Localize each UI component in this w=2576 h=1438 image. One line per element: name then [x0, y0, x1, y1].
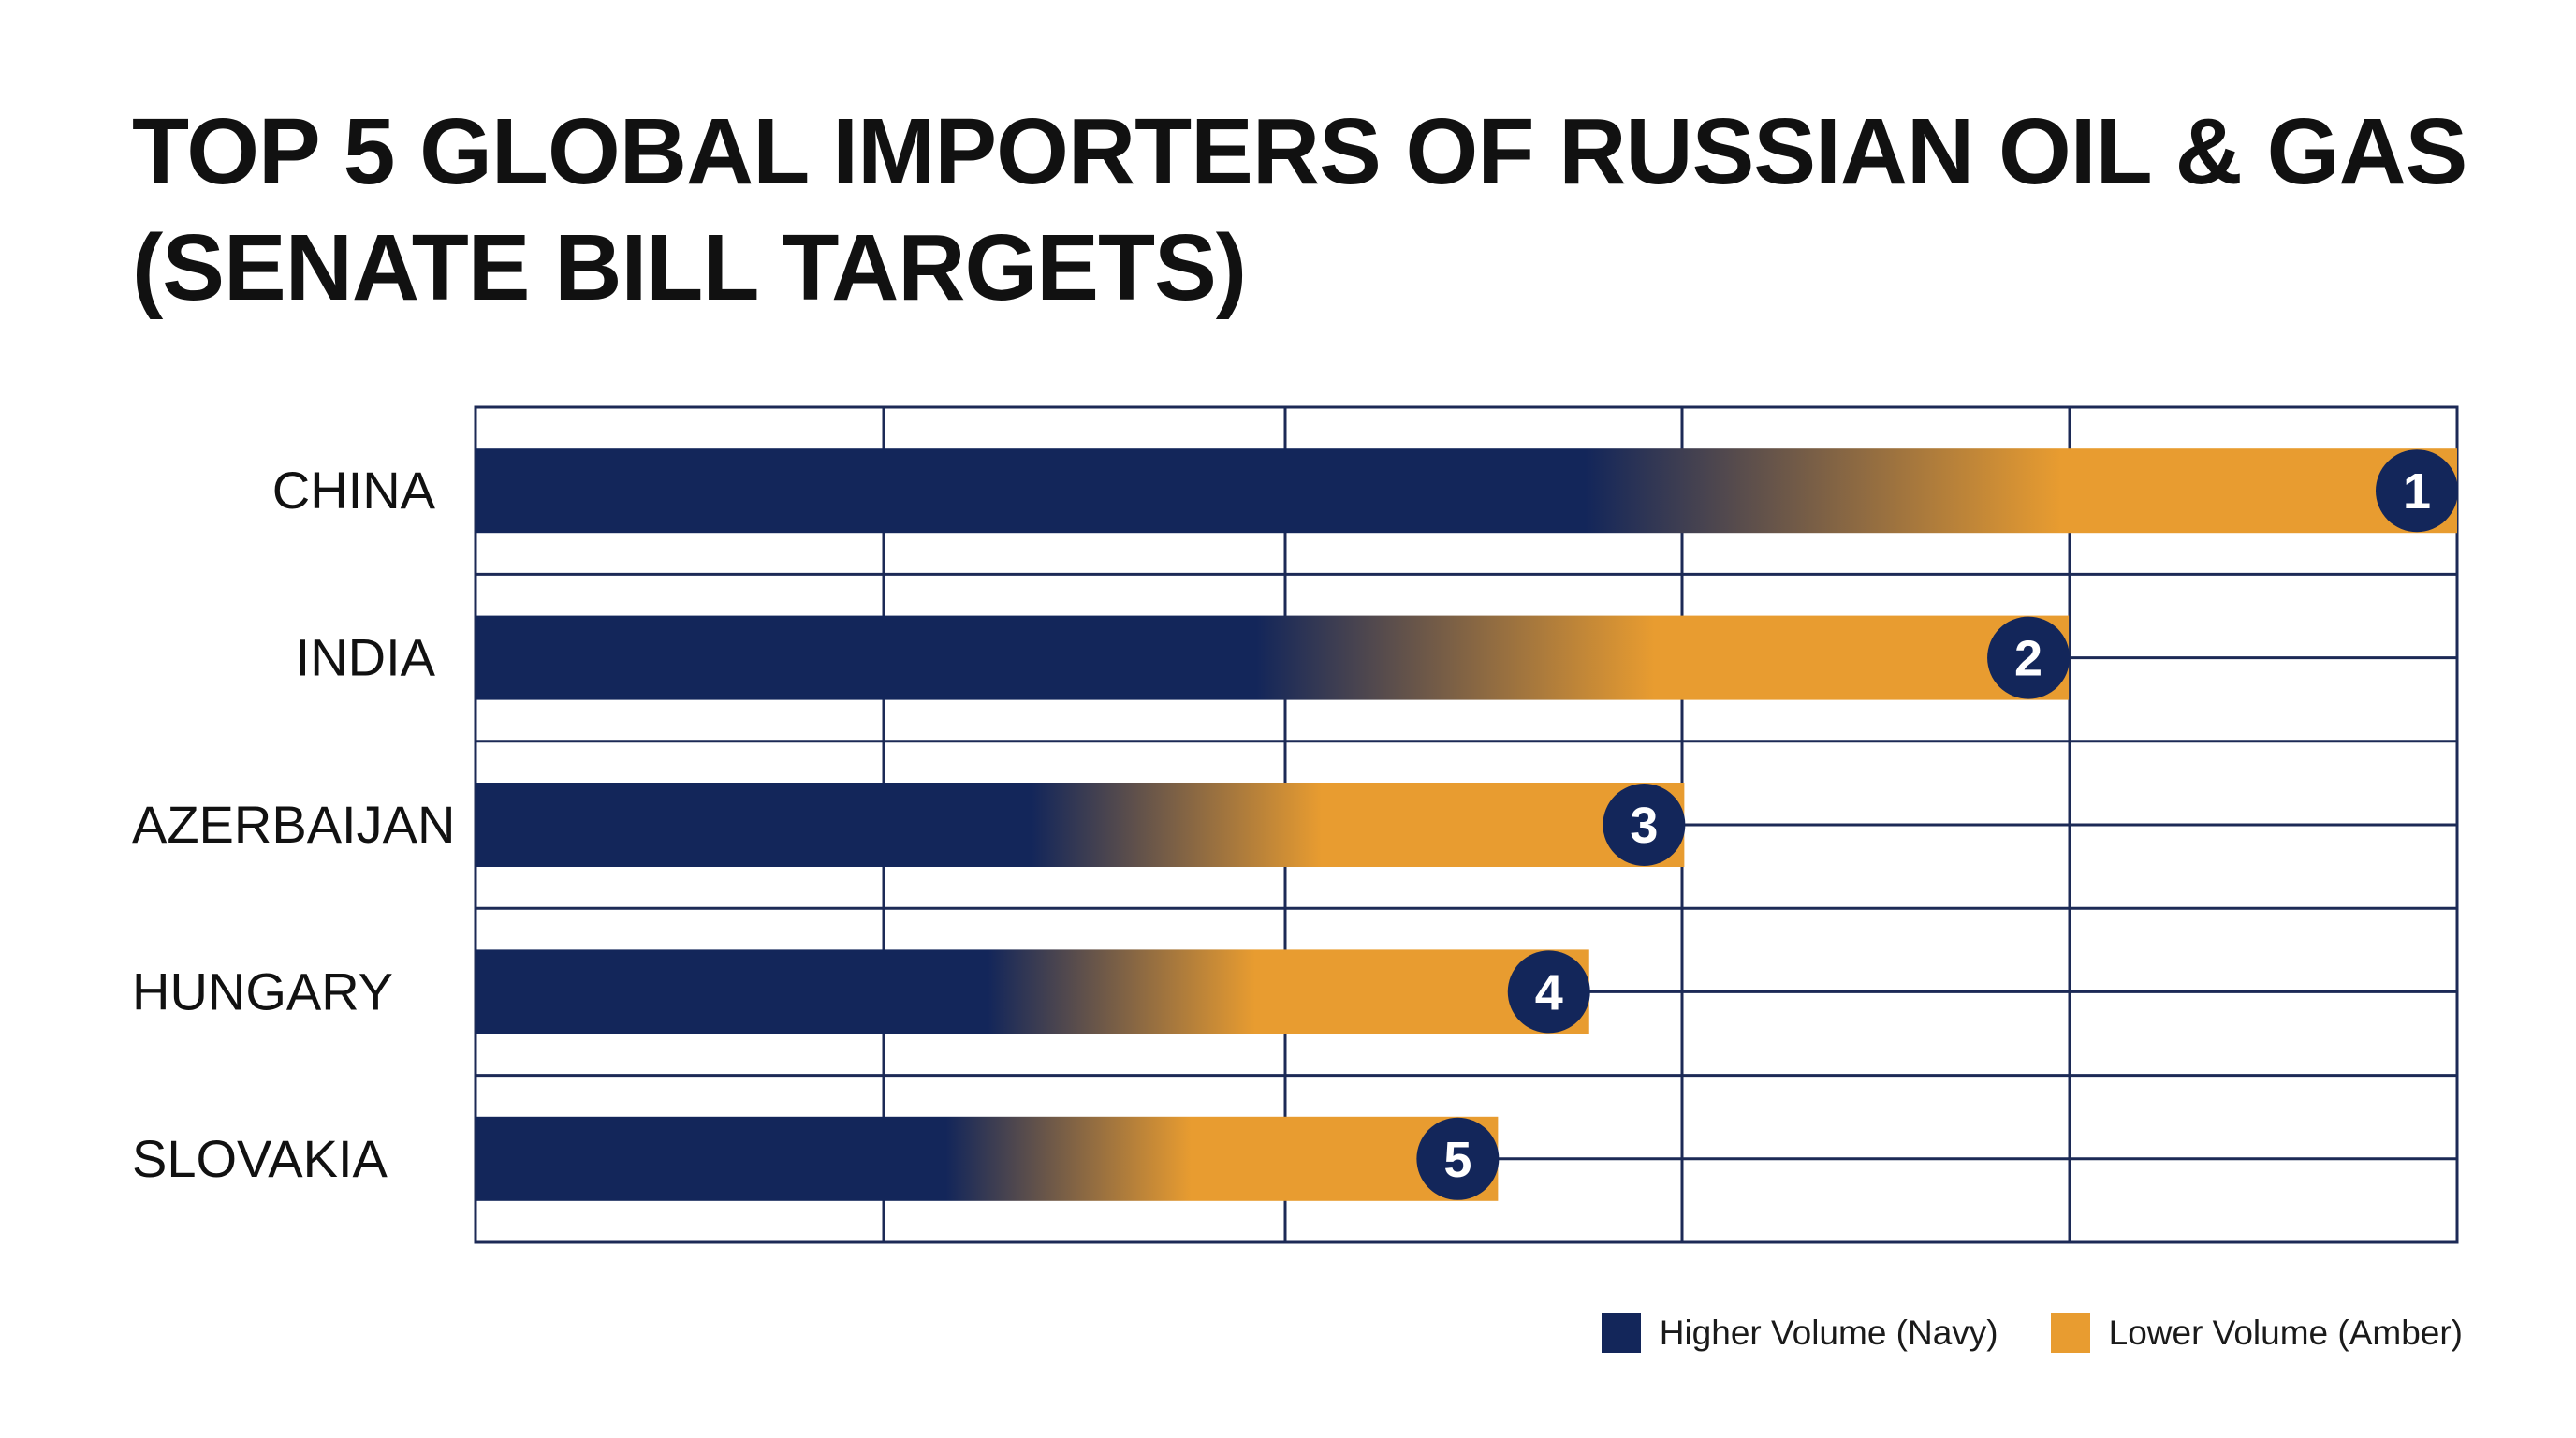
category-labels: CHINA INDIA AZERBAIJAN HUNGARY SLOVAKIA [132, 461, 455, 1188]
rank-badge-india [1987, 616, 2071, 699]
bar-hungary [476, 949, 1589, 1034]
legend-swatch-navy [1601, 1313, 1641, 1353]
bar-azerbaijan [476, 783, 1685, 867]
chart-bars: 1 2 3 4 5 [476, 448, 2458, 1201]
chart-legend: Higher Volume (Navy) Lower Volume (Amber… [1601, 1313, 2463, 1353]
legend-label-navy: Higher Volume (Navy) [1659, 1313, 1998, 1352]
rank-label-hungary: 4 [1535, 964, 1563, 1020]
rank-badge-azerbaijan [1603, 784, 1686, 866]
legend-swatch-amber [2050, 1313, 2090, 1353]
legend-item-amber: Lower Volume (Amber) [2050, 1313, 2463, 1353]
bar-slovakia [476, 1116, 1499, 1201]
legend-label-amber: Lower Volume (Amber) [2108, 1313, 2463, 1352]
rank-label-slovakia: 5 [1443, 1132, 1471, 1188]
category-label-azerbaijan: AZERBAIJAN [132, 795, 455, 854]
category-label-china: CHINA [272, 461, 436, 520]
bar-china [476, 448, 2457, 534]
rank-badge-hungary [1507, 950, 1590, 1034]
chart-title-line-2: (SENATE BILL TARGETS) [132, 215, 1247, 320]
chart-title: TOP 5 GLOBAL IMPORTERS OF RUSSIAN OIL & … [132, 94, 2491, 326]
chart-title-line-1: TOP 5 GLOBAL IMPORTERS OF RUSSIAN OIL & … [132, 99, 2467, 204]
rank-label-china: 1 [2403, 463, 2431, 520]
category-label-slovakia: SLOVAKIA [132, 1129, 388, 1188]
legend-item-navy: Higher Volume (Navy) [1601, 1313, 1998, 1353]
category-label-india: INDIA [296, 628, 436, 687]
rank-label-india: 2 [2014, 631, 2042, 687]
rank-badge-slovakia [1416, 1117, 1500, 1200]
rank-label-azerbaijan: 3 [1630, 798, 1658, 854]
bar-india [476, 615, 2070, 700]
category-label-hungary: HUNGARY [132, 961, 393, 1020]
rank-badge-china [2376, 449, 2458, 533]
